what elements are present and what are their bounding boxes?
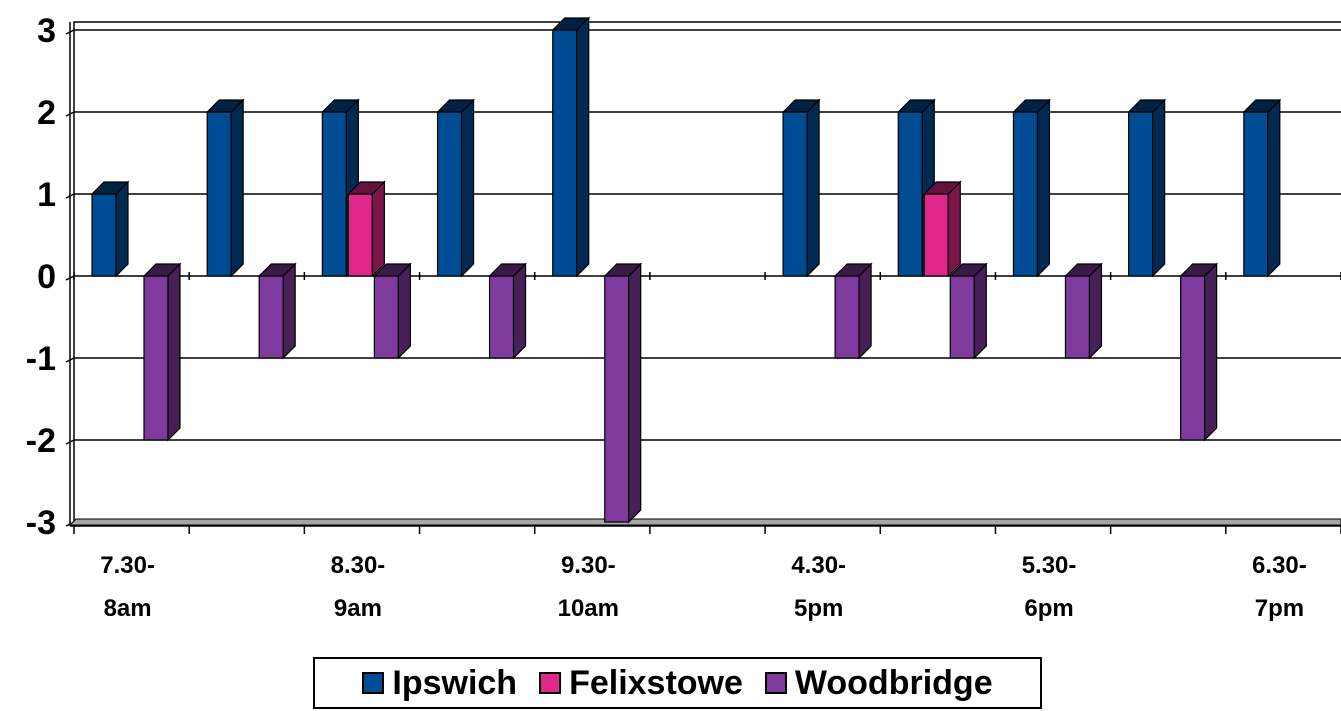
bar-front (207, 112, 231, 276)
x-tick-label-line1: 9.30- (561, 552, 616, 579)
bar-woodbridge-4 (605, 264, 641, 522)
bar-side (948, 182, 960, 276)
y-tick-label: 0 (37, 258, 56, 296)
x-tick-label-line1: 4.30- (791, 552, 846, 579)
bar-front (553, 30, 577, 276)
bar-woodbridge-8 (1065, 264, 1101, 358)
bar-side (462, 100, 474, 276)
bar-side (372, 182, 384, 276)
bar-front (490, 276, 514, 358)
bar-side (577, 18, 589, 276)
bar-side (1089, 264, 1101, 358)
bar-front (348, 194, 372, 276)
bar-ipswich-0 (92, 182, 128, 276)
legend-label-felixstowe: Felixstowe (569, 664, 743, 703)
x-tick-label-line2: 6pm (1024, 595, 1073, 622)
bar-ipswich-3 (438, 100, 474, 276)
legend-item-ipswich: Ipswich (362, 664, 517, 703)
chart-floor (70, 519, 1341, 525)
bar-side (974, 264, 986, 358)
legend-swatch-woodbridge (765, 672, 787, 694)
bar-front (1065, 276, 1089, 358)
legend-label-ipswich: Ipswich (392, 664, 517, 703)
bar-side (1153, 100, 1165, 276)
x-tick-label-line1: 6.30- (1252, 552, 1307, 579)
bar-side (1268, 100, 1280, 276)
bar-side (116, 182, 128, 276)
x-tick-label-line2: 5pm (794, 595, 843, 622)
bar-side (1205, 264, 1217, 440)
bar-front (1244, 112, 1268, 276)
bar-side (629, 264, 641, 522)
bar-woodbridge-9 (1181, 264, 1217, 440)
legend-swatch-felixstowe (539, 672, 561, 694)
bar-felixstowe-2 (348, 182, 384, 276)
bar-side (859, 264, 871, 358)
x-axis-tick-labels: 7.30- 8am 8.30- 9am 9.30- 10am 4.30- 5pm 5.30- 6p… (100, 552, 1307, 622)
bar-ipswich-4 (553, 18, 589, 276)
legend-item-woodbridge: Woodbridge (765, 664, 993, 703)
x-tick-label-line2: 7pm (1255, 595, 1304, 622)
bar-front (322, 112, 346, 276)
bar-front (374, 276, 398, 358)
bar-front (144, 276, 168, 440)
bar-side (807, 100, 819, 276)
bar-front (438, 112, 462, 276)
bar-side (398, 264, 410, 358)
bar-side (231, 100, 243, 276)
bar-front (898, 112, 922, 276)
bar-ipswich-6 (783, 100, 819, 276)
bar-woodbridge-2 (374, 264, 410, 358)
bar-front (259, 276, 283, 358)
legend-item-felixstowe: Felixstowe (539, 664, 743, 703)
bar-ipswich-1 (207, 100, 243, 276)
bar-front (605, 276, 629, 522)
bar-woodbridge-3 (490, 264, 526, 358)
y-tick-label: -1 (26, 340, 56, 378)
y-axis-tick-labels: 3 2 1 0 -1 -2 -3 (26, 12, 56, 542)
x-tick-label-line2: 8am (104, 595, 152, 622)
bar-woodbridge-6 (835, 264, 871, 358)
bar-ipswich-8 (1013, 100, 1049, 276)
legend-swatch-ipswich (362, 672, 384, 694)
bar-side (283, 264, 295, 358)
bar-woodbridge-0 (144, 264, 180, 440)
bar-ipswich-9 (1129, 100, 1165, 276)
bar-front (924, 194, 948, 276)
bar-side (168, 264, 180, 440)
bar-side (514, 264, 526, 358)
x-tick-label-line2: 9am (334, 595, 382, 622)
bar-front (1013, 112, 1037, 276)
x-tick-label-line1: 8.30- (331, 552, 386, 579)
bar-woodbridge-7 (950, 264, 986, 358)
bar-front (783, 112, 807, 276)
x-tick-label-line1: 5.30- (1022, 552, 1077, 579)
y-tick-label: 1 (37, 176, 56, 214)
bar-front (1129, 112, 1153, 276)
y-tick-label: 2 (37, 94, 56, 132)
y-tick-label: -2 (26, 422, 56, 460)
bar-ipswich-10 (1244, 100, 1280, 276)
y-tick-label: -3 (26, 504, 56, 542)
bar-front (92, 194, 116, 276)
bar-front (1181, 276, 1205, 440)
legend: Ipswich Felixstowe Woodbridge (313, 657, 1042, 709)
legend-label-woodbridge: Woodbridge (795, 664, 993, 703)
bar-woodbridge-1 (259, 264, 295, 358)
y-tick-label: 3 (37, 12, 56, 50)
bar-felixstowe-7 (924, 182, 960, 276)
bar-front (950, 276, 974, 358)
bar-front (835, 276, 859, 358)
x-tick-label-line2: 10am (558, 595, 619, 622)
bar-side (1037, 100, 1049, 276)
x-tick-label-line1: 7.30- (100, 552, 155, 579)
